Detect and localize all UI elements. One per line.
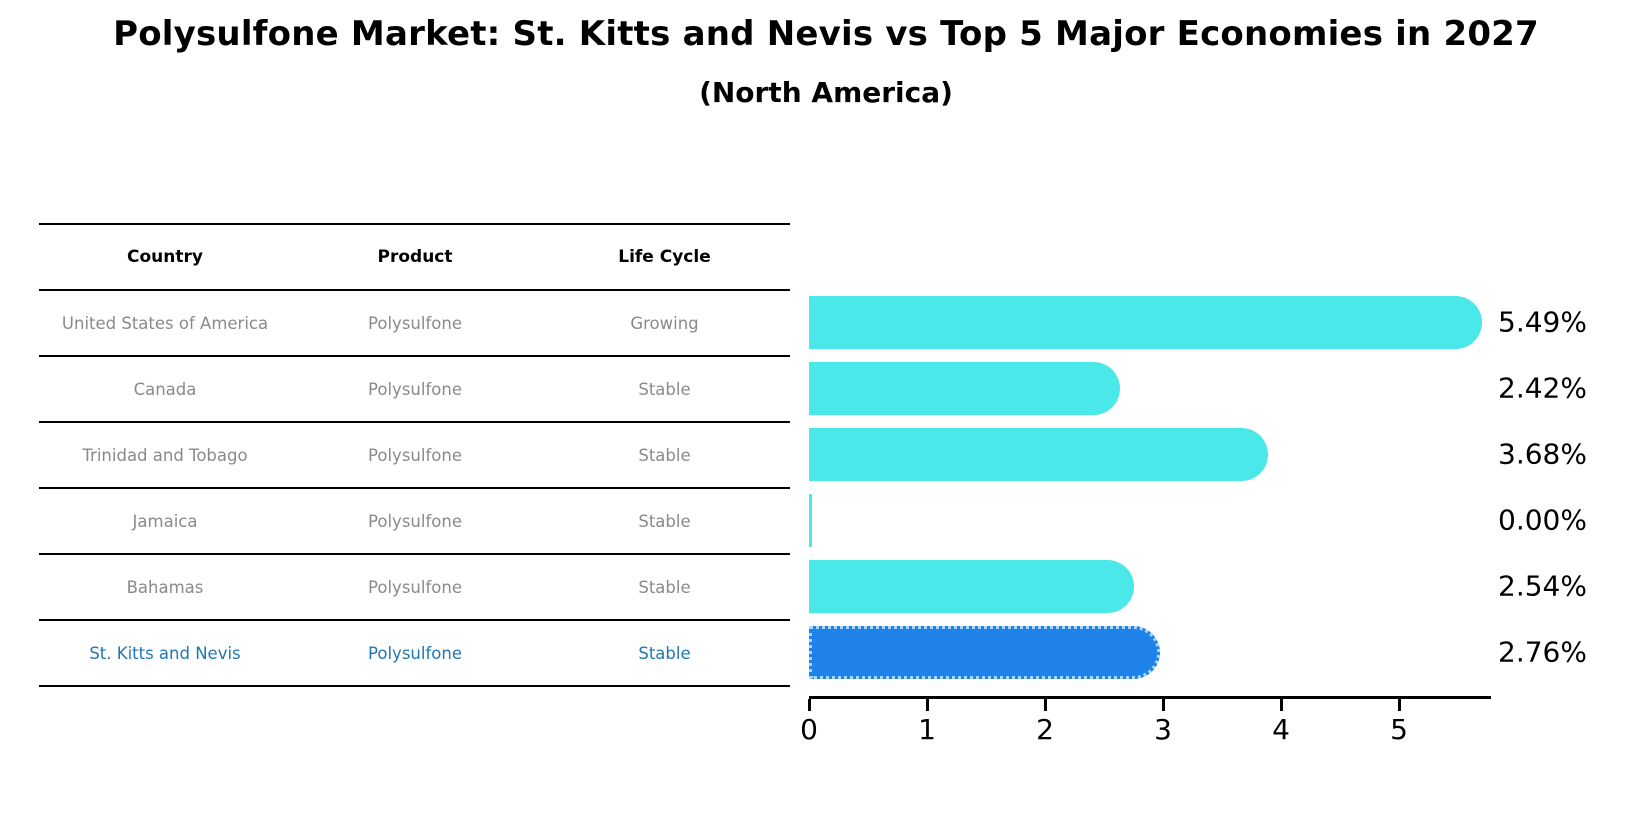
tick-mark [1279, 699, 1283, 711]
tick-label: 5 [1390, 713, 1408, 746]
product-cell: Polysulfone [368, 313, 462, 333]
bar-bahamas [809, 560, 1134, 613]
life-cycle-cell: Growing [630, 313, 699, 333]
life-cycle-cell: Stable [638, 643, 691, 663]
bar-value-label: 2.54% [1498, 569, 1587, 603]
bar-value-label: 2.76% [1498, 635, 1587, 669]
tick-mark [1161, 699, 1165, 711]
chart-subtitle: (North America) [699, 76, 953, 109]
country-cell: Canada [133, 379, 197, 399]
tick-mark [925, 699, 929, 711]
product-cell: Polysulfone [368, 643, 462, 663]
table-row-bahamas: Bahamas Polysulfone Stable [39, 555, 790, 621]
tick-label: 3 [1154, 713, 1172, 746]
table-header-row: Country Product Life Cycle [39, 225, 790, 291]
country-cell: Jamaica [132, 511, 198, 531]
comparison-table: Country Product Life Cycle United States… [39, 223, 790, 687]
bar-value-label: 0.00% [1498, 503, 1587, 537]
bar-row: 2.76% [809, 619, 1652, 685]
product-cell: Polysulfone [368, 445, 462, 465]
country-cell: Trinidad and Tobago [82, 445, 248, 465]
bar-row: 3.68% [809, 421, 1652, 487]
bar-row: 0.00% [809, 487, 1652, 553]
bar-row: 2.42% [809, 355, 1652, 421]
bar-jamaica [809, 494, 812, 547]
table-row-st-kitts-and-nevis: St. Kitts and Nevis Polysulfone Stable [39, 621, 790, 687]
product-cell: Polysulfone [368, 379, 462, 399]
life-cycle-cell: Stable [638, 379, 691, 399]
table-row-united-states: United States of America Polysulfone Gro… [39, 291, 790, 357]
x-axis-line [809, 696, 1491, 699]
tick-label: 2 [1036, 713, 1054, 746]
chart-title: Polysulfone Market: St. Kitts and Nevis … [113, 14, 1539, 54]
bar-united-states [809, 296, 1482, 349]
bar-row: 2.54% [809, 553, 1652, 619]
product-cell: Polysulfone [368, 577, 462, 597]
tick-label: 1 [918, 713, 936, 746]
bar-st-kitts-and-nevis-highlighted [809, 626, 1160, 679]
bar-value-label: 2.42% [1498, 371, 1587, 405]
life-cycle-cell: Stable [638, 577, 691, 597]
bar-value-label: 5.49% [1498, 305, 1587, 339]
life-cycle-cell: Stable [638, 445, 691, 465]
bar-trinidad-and-tobago [809, 428, 1269, 481]
country-cell: Bahamas [126, 577, 204, 597]
bar-canada [809, 362, 1120, 415]
tick-mark [807, 699, 811, 711]
column-header-country: Country [127, 247, 203, 267]
table-row-jamaica: Jamaica Polysulfone Stable [39, 489, 790, 555]
life-cycle-cell: Stable [638, 511, 691, 531]
tick-mark [1043, 699, 1047, 711]
tick-label: 4 [1272, 713, 1290, 746]
product-cell: Polysulfone [368, 511, 462, 531]
tick-mark [1397, 699, 1401, 711]
table-row-canada: Canada Polysulfone Stable [39, 357, 790, 423]
horizontal-bar-chart: 5.49% 2.42% 3.68% 0.00% 2.54% 2.76% 0 [800, 289, 1652, 789]
bar-value-label: 3.68% [1498, 437, 1587, 471]
country-cell: United States of America [61, 313, 269, 333]
country-cell: St. Kitts and Nevis [89, 643, 241, 663]
tick-label: 0 [800, 713, 818, 746]
column-header-product: Product [377, 247, 453, 267]
table-row-trinidad-and-tobago: Trinidad and Tobago Polysulfone Stable [39, 423, 790, 489]
bar-row: 5.49% [809, 289, 1652, 355]
column-header-life-cycle: Life Cycle [618, 247, 711, 267]
